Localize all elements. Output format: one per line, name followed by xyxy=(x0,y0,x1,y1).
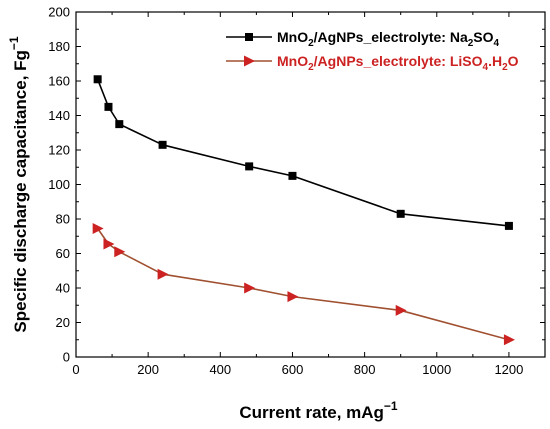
x-tick-label: 1000 xyxy=(422,362,451,377)
x-tick-label: 1200 xyxy=(494,362,523,377)
series-1-point xyxy=(396,209,405,218)
legend-label-part: /AgNPs_electrolyte: LiSO xyxy=(314,53,483,69)
series-1-line xyxy=(96,78,510,227)
series-1-point xyxy=(288,171,297,180)
legend-label-part: MnO xyxy=(277,53,308,69)
y-tick-label: 0 xyxy=(63,350,70,365)
series-2-point xyxy=(92,222,104,234)
y-axis-title-main: Specific discharge capacitance, Fg xyxy=(11,50,30,333)
y-tick-label: 140 xyxy=(48,108,70,123)
legend-label-part: O xyxy=(508,53,519,69)
series-layer xyxy=(92,75,515,346)
y-tick-label: 20 xyxy=(56,315,70,330)
legend-label-part: 2 xyxy=(308,62,314,73)
series-1-point xyxy=(158,140,167,149)
x-axis-title: Current rate, mAg−1 xyxy=(239,399,398,422)
legend-label-part: 2 xyxy=(468,38,474,49)
series-2-point xyxy=(114,246,126,258)
x-axis-title-main: Current rate, mAg xyxy=(239,403,384,422)
series-1-point xyxy=(115,120,124,129)
legend-label-part: 2 xyxy=(308,38,314,49)
legend-label-part: 2 xyxy=(502,62,508,73)
series-1-point xyxy=(104,102,113,111)
series-2-point xyxy=(244,282,256,294)
legend-label-part: SO xyxy=(473,29,493,45)
legend-label-part: .H xyxy=(488,53,502,69)
y-axis-title-sup: −1 xyxy=(7,36,21,50)
y-tick-label: 120 xyxy=(48,143,70,158)
legend-label-part: 4 xyxy=(494,38,500,49)
x-tick-label: 200 xyxy=(137,362,159,377)
y-tick-label: 80 xyxy=(56,212,70,227)
legend-label-part: 4 xyxy=(483,62,489,73)
y-axis-title: Specific discharge capacitance, Fg−1 xyxy=(7,36,30,333)
x-tick-label: 0 xyxy=(72,362,79,377)
x-axis-title-sup: −1 xyxy=(384,399,398,413)
series-2-point xyxy=(103,238,115,250)
series-2 xyxy=(92,222,515,346)
legend-swatch-marker xyxy=(245,33,253,41)
series-2-point xyxy=(287,291,299,303)
series-1-point xyxy=(93,75,102,84)
legend: MnO2/AgNPs_electrolyte: Na2SO4MnO2/AgNPs… xyxy=(226,29,519,73)
series-2-point xyxy=(157,268,169,280)
legend-label-part: MnO xyxy=(277,29,308,45)
legend-swatch-marker xyxy=(244,55,255,67)
y-tick-label: 60 xyxy=(56,246,70,261)
y-tick-label: 160 xyxy=(48,74,70,89)
series-1-point xyxy=(245,162,254,171)
series-1-point xyxy=(504,221,513,230)
legend-label: MnO2/AgNPs_electrolyte: LiSO4.H2O xyxy=(277,53,519,73)
y-tick-label: 40 xyxy=(56,281,70,296)
y-tick-label: 100 xyxy=(48,177,70,192)
x-tick-label: 800 xyxy=(354,362,376,377)
series-2-line xyxy=(96,228,510,341)
series-2-point xyxy=(395,304,407,316)
legend-label: MnO2/AgNPs_electrolyte: Na2SO4 xyxy=(277,29,500,49)
y-tick-label: 200 xyxy=(48,5,70,20)
x-tick-label: 600 xyxy=(282,362,304,377)
series-1 xyxy=(93,75,513,230)
y-tick-label: 180 xyxy=(48,39,70,54)
x-tick-label: 400 xyxy=(209,362,231,377)
axes: 0 200 400 600 800 1000 1200 0 20 40 60 80 100 120 140 1… xyxy=(48,5,546,377)
legend-label-part: /AgNPs_electrolyte: Na xyxy=(314,29,468,45)
series-2-point xyxy=(503,334,515,346)
